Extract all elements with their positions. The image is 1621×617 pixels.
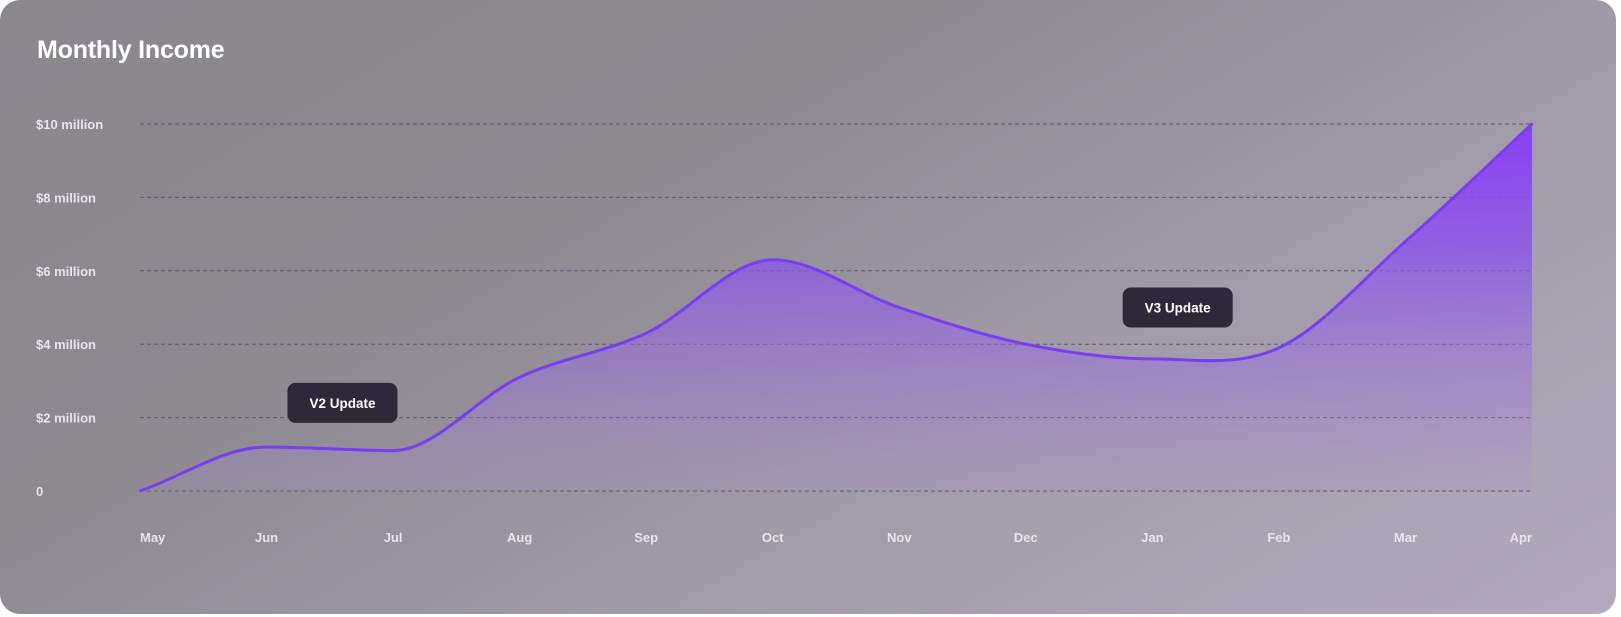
annotation-2: V3 Update [1122, 287, 1233, 328]
data-point-aug [518, 376, 521, 379]
x-tick-label: Oct [762, 530, 784, 545]
chart-title: Monthly Income [37, 36, 225, 64]
data-point-mar [1404, 240, 1407, 243]
annotation-label: V2 Update [309, 396, 376, 411]
annotation-label: V3 Update [1145, 301, 1212, 316]
data-point-jul [391, 449, 395, 452]
y-tick-label: $6 million [36, 264, 96, 279]
income-area [140, 124, 1532, 491]
data-point-apr [1530, 122, 1534, 126]
y-axis: 0 $2 million $4 million $6 million $8 millio… [36, 117, 103, 499]
x-tick-label: Mar [1394, 530, 1417, 545]
y-tick-label: 0 [36, 484, 43, 499]
x-tick-label: Jul [384, 530, 403, 545]
x-tick-label: Dec [1014, 530, 1038, 545]
x-tick-label: Jan [1141, 530, 1163, 545]
y-tick-label: $10 million [36, 117, 103, 132]
x-tick-label: Jun [255, 530, 278, 545]
annotation-box [287, 382, 398, 423]
annotation-box [1122, 287, 1233, 328]
y-tick-label: $2 million [36, 411, 96, 426]
x-tick-label: Aug [507, 530, 532, 545]
data-point-feb [1277, 346, 1281, 350]
income-line [139, 122, 1534, 493]
x-tick-label: Sep [634, 530, 658, 545]
data-point-jan [1151, 357, 1154, 361]
x-tick-label: May [140, 530, 166, 545]
series-income [138, 122, 1534, 493]
data-point-jun [265, 445, 268, 449]
x-tick-label: Apr [1510, 530, 1532, 545]
data-point-may [138, 489, 142, 493]
annotation-1: V2 Update [287, 382, 398, 423]
y-tick-label: $8 million [36, 190, 96, 205]
x-tick-label: Feb [1267, 530, 1290, 545]
data-point-dec [1024, 343, 1028, 346]
data-point-oct [771, 258, 774, 261]
data-point-nov [898, 306, 901, 309]
data-point-sep [644, 331, 648, 335]
y-tick-label: $4 million [36, 337, 96, 352]
x-axis: May Jun Jul Aug Sep Oct Nov Dec Jan Feb Mar Apr [140, 530, 1532, 545]
x-tick-label: Nov [887, 530, 912, 545]
annotations: V2 Update V3 Update [287, 287, 1233, 423]
